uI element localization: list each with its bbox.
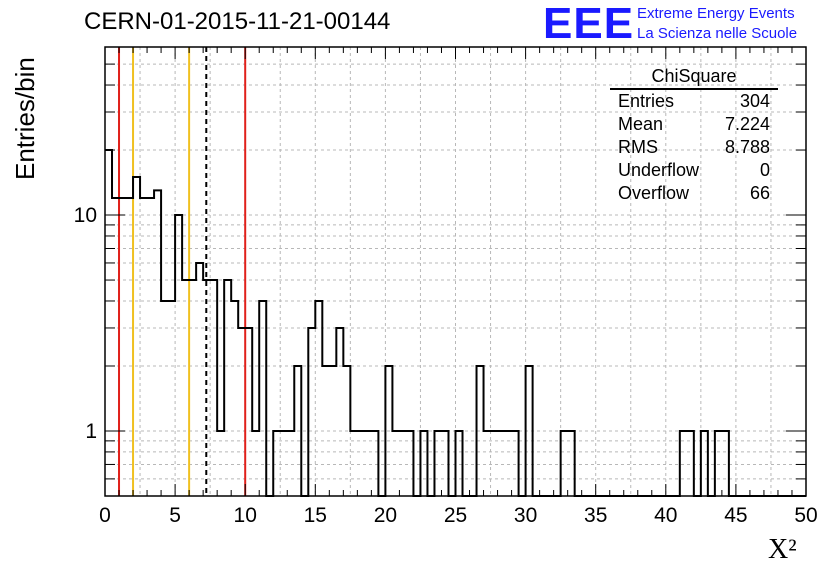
x-tick-label: 40 <box>654 504 677 527</box>
y-axis-label: Entries/bin <box>10 57 40 180</box>
stats-row-mean: Mean 7.224 <box>610 113 778 136</box>
stats-label: RMS <box>618 137 658 157</box>
chart-title: CERN-01-2015-11-21-00144 <box>84 8 391 35</box>
stats-row-overflow: Overflow 66 <box>610 182 778 205</box>
x-tick-label: 50 <box>794 504 817 527</box>
x-tick-label: 5 <box>169 504 181 527</box>
x-tick-label: 25 <box>444 504 467 527</box>
y-tick-label: 1 <box>85 420 97 443</box>
stats-row-underflow: Underflow 0 <box>610 159 778 182</box>
x-tick-label: 35 <box>584 504 607 527</box>
x-tick-label: 15 <box>304 504 327 527</box>
stats-box-title: ChiSquare <box>610 66 778 90</box>
stats-label: Underflow <box>618 160 700 180</box>
x-axis-label: X² <box>768 534 797 565</box>
x-tick-label: 0 <box>99 504 111 527</box>
stats-row-rms: RMS 8.788 <box>610 136 778 159</box>
y-tick-label: 10 <box>74 204 97 227</box>
stats-value: 0 <box>759 160 770 180</box>
x-tick-label: 20 <box>374 504 397 527</box>
x-tick-label: 10 <box>234 504 257 527</box>
stats-row-entries: Entries 304 <box>610 90 778 113</box>
eee-logo: EEE <box>543 0 635 48</box>
stats-value: 8.788 <box>724 137 770 157</box>
stats-value: 66 <box>749 183 770 203</box>
stats-label: Overflow <box>618 183 690 203</box>
x-tick-label: 45 <box>724 504 747 527</box>
stats-label: Entries <box>618 91 675 111</box>
stats-label: Mean <box>618 114 664 134</box>
x-tick-label: 30 <box>514 504 537 527</box>
logo-line-1: Extreme Energy Events <box>637 5 795 22</box>
stats-value: 304 <box>739 91 770 111</box>
logo-line-2: La Scienza nelle Scuole <box>637 25 798 42</box>
stats-box: ChiSquare Entries 304 Mean 7.224 RMS 8.7… <box>610 66 778 205</box>
stats-value: 7.224 <box>724 114 770 134</box>
